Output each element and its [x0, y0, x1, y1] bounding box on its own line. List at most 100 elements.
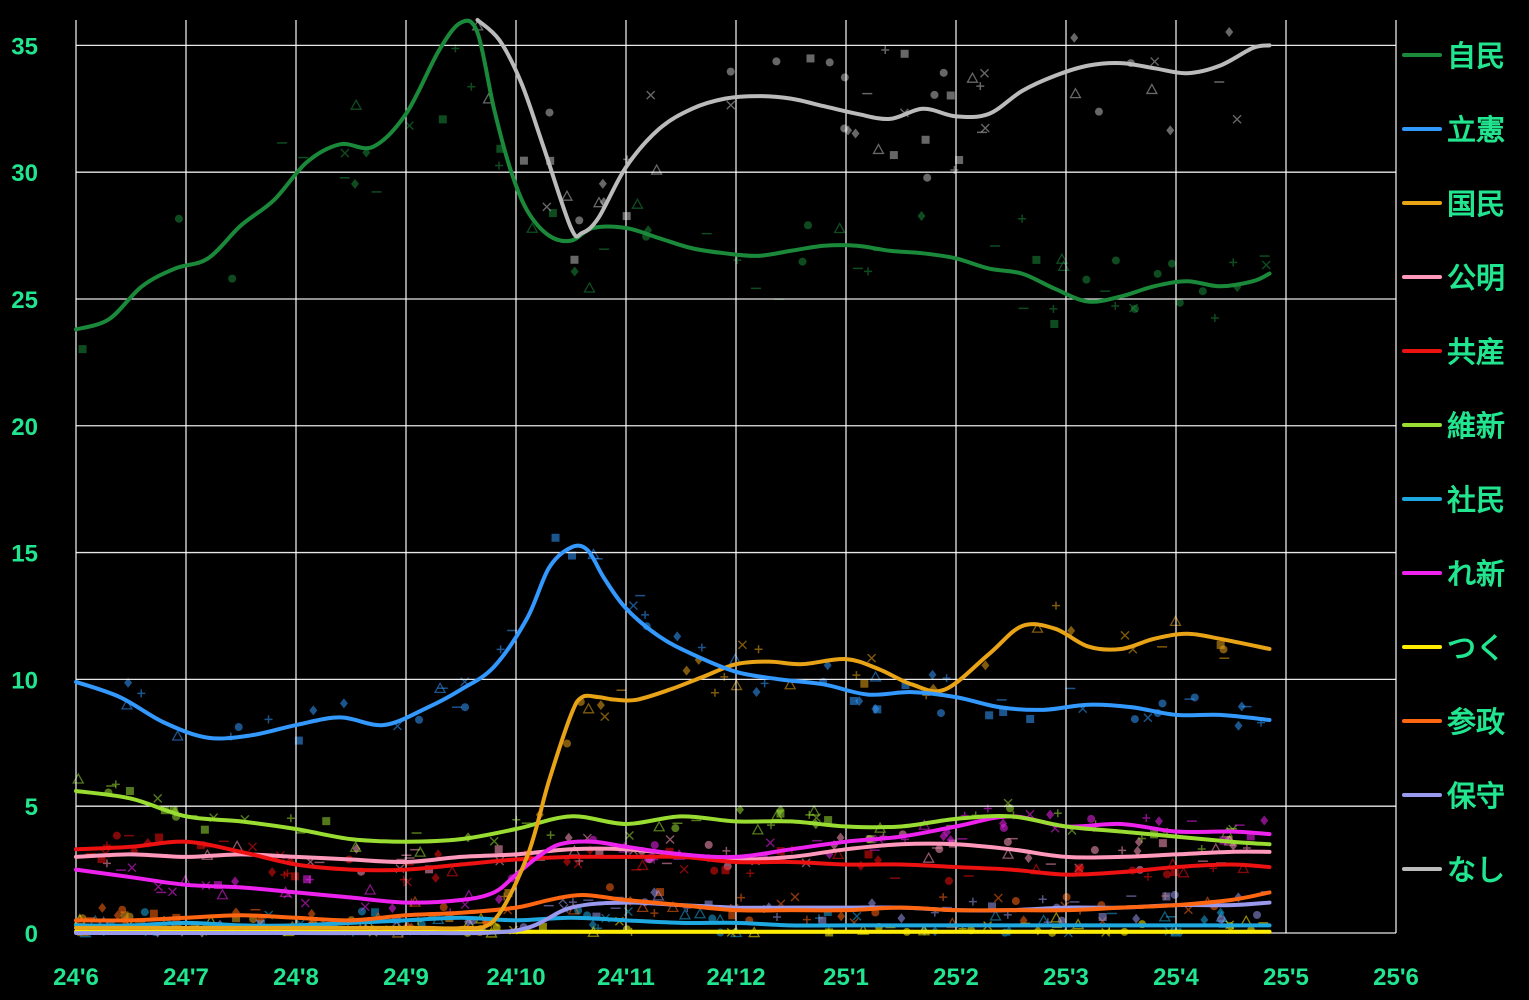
scatter-point [228, 274, 237, 283]
scatter-point [881, 46, 890, 55]
scatter-point [867, 653, 877, 663]
scatter-point [939, 68, 948, 77]
legend-label: 保守 [1446, 779, 1505, 813]
scatter-point [710, 688, 719, 697]
scatter-point [1158, 839, 1167, 848]
legend-label: 共産 [1447, 335, 1505, 369]
scatter-point [869, 670, 882, 682]
scatter-point [653, 820, 666, 832]
scatter-point [1158, 699, 1167, 708]
scatter-point [999, 708, 1008, 717]
scatter-point [72, 772, 85, 784]
legend-label: れ新 [1447, 557, 1505, 591]
scatter-point [494, 894, 503, 905]
scatter-point [1163, 870, 1172, 879]
scatter-point [1130, 715, 1139, 724]
scatter-point [171, 729, 184, 741]
scatter-point [728, 911, 737, 920]
scatter-point [1143, 713, 1153, 723]
scatter-point [1001, 847, 1015, 859]
scatter-point [231, 876, 240, 887]
scatter-point [1098, 913, 1107, 922]
scatter-point [1229, 258, 1238, 267]
scatter-point [97, 855, 106, 864]
scatter-point [575, 216, 584, 225]
scatter-point [987, 902, 996, 911]
y-tick-label: 25 [11, 287, 38, 314]
scatter-point [563, 739, 572, 748]
scatter-point [548, 209, 557, 218]
scatter-point [300, 898, 310, 908]
scatter-point [118, 905, 127, 914]
scatter-point [772, 57, 781, 66]
scatter-point [1011, 897, 1020, 906]
scatter-point [837, 911, 846, 922]
scatter-point [573, 859, 583, 869]
scatter-point [309, 705, 318, 716]
scatter-point [928, 669, 937, 680]
scatter-point [1132, 913, 1141, 924]
scatter-point [190, 921, 199, 930]
scatter-point [200, 825, 209, 834]
scatter-point [655, 888, 664, 897]
scatter-point [773, 912, 782, 921]
series-line-1 [74, 543, 1272, 741]
scatter-point [1216, 640, 1225, 649]
x-tick-label: 25'2 [933, 964, 979, 991]
x-tick-label: 24'8 [273, 964, 319, 991]
scatter-point [985, 711, 994, 720]
scatter-point [596, 700, 605, 711]
scatter-point [1142, 813, 1151, 822]
series-line-4 [74, 839, 1272, 877]
scatter-point [708, 914, 717, 923]
grid-layer [75, 20, 1397, 934]
scatter-point [646, 90, 656, 100]
scatter-point [765, 838, 775, 848]
scatter-point [889, 151, 898, 160]
scatter-point [120, 911, 129, 920]
scatter-point [1234, 720, 1243, 731]
scatter-point [360, 902, 370, 912]
x-axis-ticks: 24'6 24'7 24'8 24'9 24'10 24'11 24'12 25'1 25'2 2… [53, 964, 1419, 991]
scatter-point [921, 135, 930, 144]
scatter-point [697, 643, 706, 652]
scatter-point [1167, 259, 1176, 268]
scatter-point [1087, 814, 1096, 823]
scatter-point [860, 679, 869, 688]
scatter-point [268, 867, 277, 878]
y-tick-label: 20 [11, 414, 38, 441]
legend-label: 国民 [1447, 187, 1505, 221]
scatter-point [1237, 701, 1246, 712]
series-lines-layer [74, 18, 1272, 936]
scatter-point [671, 824, 680, 833]
scatter-point [1031, 621, 1044, 633]
scatter-point [917, 210, 926, 221]
scatter-point [946, 917, 959, 929]
scatter-point [678, 908, 692, 920]
scatter-point [595, 849, 604, 858]
scatter-point [624, 830, 634, 840]
y-axis-ticks: 0 5 10 15 20 25 30 35 [11, 33, 38, 948]
scatter-point [364, 883, 377, 895]
scatter-point [746, 869, 755, 878]
scatter-point [1094, 107, 1103, 116]
legend-label: つく [1447, 631, 1505, 665]
scatter-point [137, 689, 146, 698]
scatter-point [290, 872, 299, 881]
scatter-point [802, 915, 811, 924]
scatter-point [1158, 910, 1171, 922]
scatter-point [570, 266, 579, 277]
scatter-point [1053, 809, 1062, 818]
scatter-point [851, 128, 860, 139]
x-tick-label: 25'6 [1373, 964, 1419, 991]
x-tick-label: 25'3 [1043, 964, 1089, 991]
scatter-point [446, 865, 459, 877]
scatter-point [737, 893, 746, 902]
scatter-point [650, 841, 659, 850]
scatter-point [721, 866, 730, 875]
scatter-point [598, 178, 607, 189]
scatter-point [682, 665, 691, 676]
scatter-point [968, 897, 977, 906]
scatter-point [710, 866, 719, 875]
scatter-point [1260, 815, 1269, 826]
